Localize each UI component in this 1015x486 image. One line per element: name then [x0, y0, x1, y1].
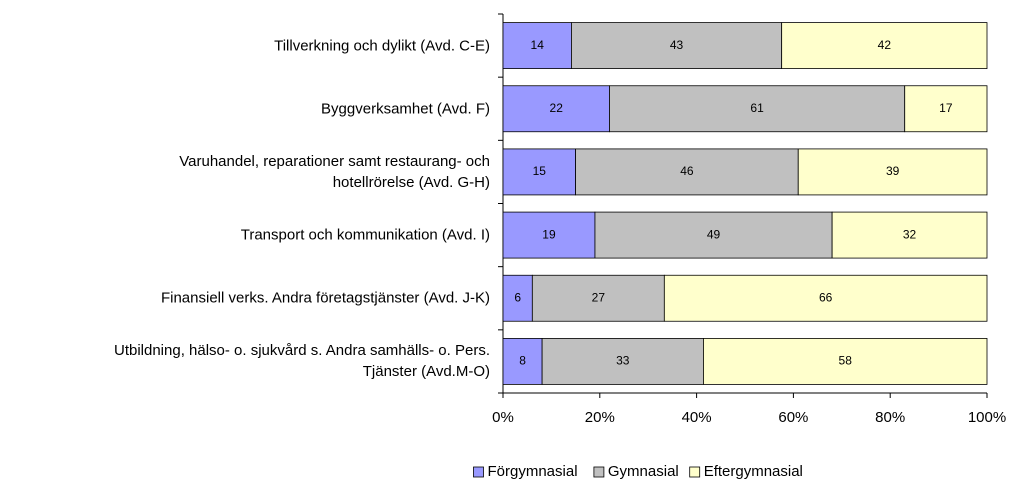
bar-segment [781, 22, 988, 69]
category-label: Transport och kommunikation (Avd. I) [240, 226, 490, 244]
x-tick-label: 60% [778, 409, 808, 426]
bar-segment [831, 211, 988, 259]
data-label: 14 [531, 38, 545, 52]
data-label: 43 [670, 38, 684, 52]
data-label: 33 [616, 354, 630, 368]
bar-segment [663, 274, 988, 322]
data-label: 15 [533, 164, 547, 178]
data-label: 8 [519, 354, 526, 368]
bar-segment [541, 338, 704, 385]
bar-segment [502, 211, 596, 259]
bar-segment [502, 338, 543, 385]
x-tick-label: 80% [875, 409, 905, 426]
x-tick-label: 100% [968, 409, 1006, 426]
data-label: 27 [592, 290, 606, 304]
category-label: Byggverksamhet (Avd. F) [321, 100, 490, 118]
data-label: 66 [819, 290, 833, 304]
legend-swatch [689, 466, 701, 478]
data-label: 32 [903, 227, 917, 241]
legend-label: Eftergymnasial [704, 463, 803, 480]
x-tick-label: 20% [585, 409, 615, 426]
data-label: 6 [514, 290, 521, 304]
bar-segment [571, 22, 783, 69]
category-label: Finansiell verks. Andra företagstjänster… [160, 289, 490, 307]
legend-label: Gymnasial [608, 463, 679, 480]
data-label: 17 [939, 101, 953, 115]
data-label: 19 [542, 227, 556, 241]
bar-segment [904, 85, 988, 133]
data-label: 61 [750, 101, 764, 115]
legend-swatch [593, 466, 605, 478]
legend-swatch [473, 466, 484, 478]
bar-segment [502, 148, 576, 196]
data-label: 39 [886, 164, 900, 178]
bar-segment [575, 148, 799, 196]
category-label: Tillverkning och dylikt (Avd. C-E) [274, 37, 490, 55]
data-label: 58 [839, 354, 853, 368]
category-label: Varuhandel, reparationer samt restaurang… [179, 152, 490, 191]
bar-segment [609, 85, 906, 133]
legend-label: Förgymnasial [488, 463, 578, 480]
bar-segment [502, 22, 572, 69]
bar-segment [797, 148, 988, 196]
bar-segment [502, 85, 610, 133]
bar-segment [594, 211, 833, 259]
category-label: Utbildning, hälso- o. sjukvård s. Andra … [113, 342, 490, 381]
bar-segment [703, 338, 988, 385]
data-label: 22 [550, 101, 564, 115]
data-label: 46 [680, 164, 694, 178]
x-tick-label: 40% [682, 409, 712, 426]
data-label: 49 [707, 227, 721, 241]
data-label: 42 [878, 38, 892, 52]
bar-segment [531, 274, 665, 322]
x-tick-label: 0% [492, 409, 514, 426]
